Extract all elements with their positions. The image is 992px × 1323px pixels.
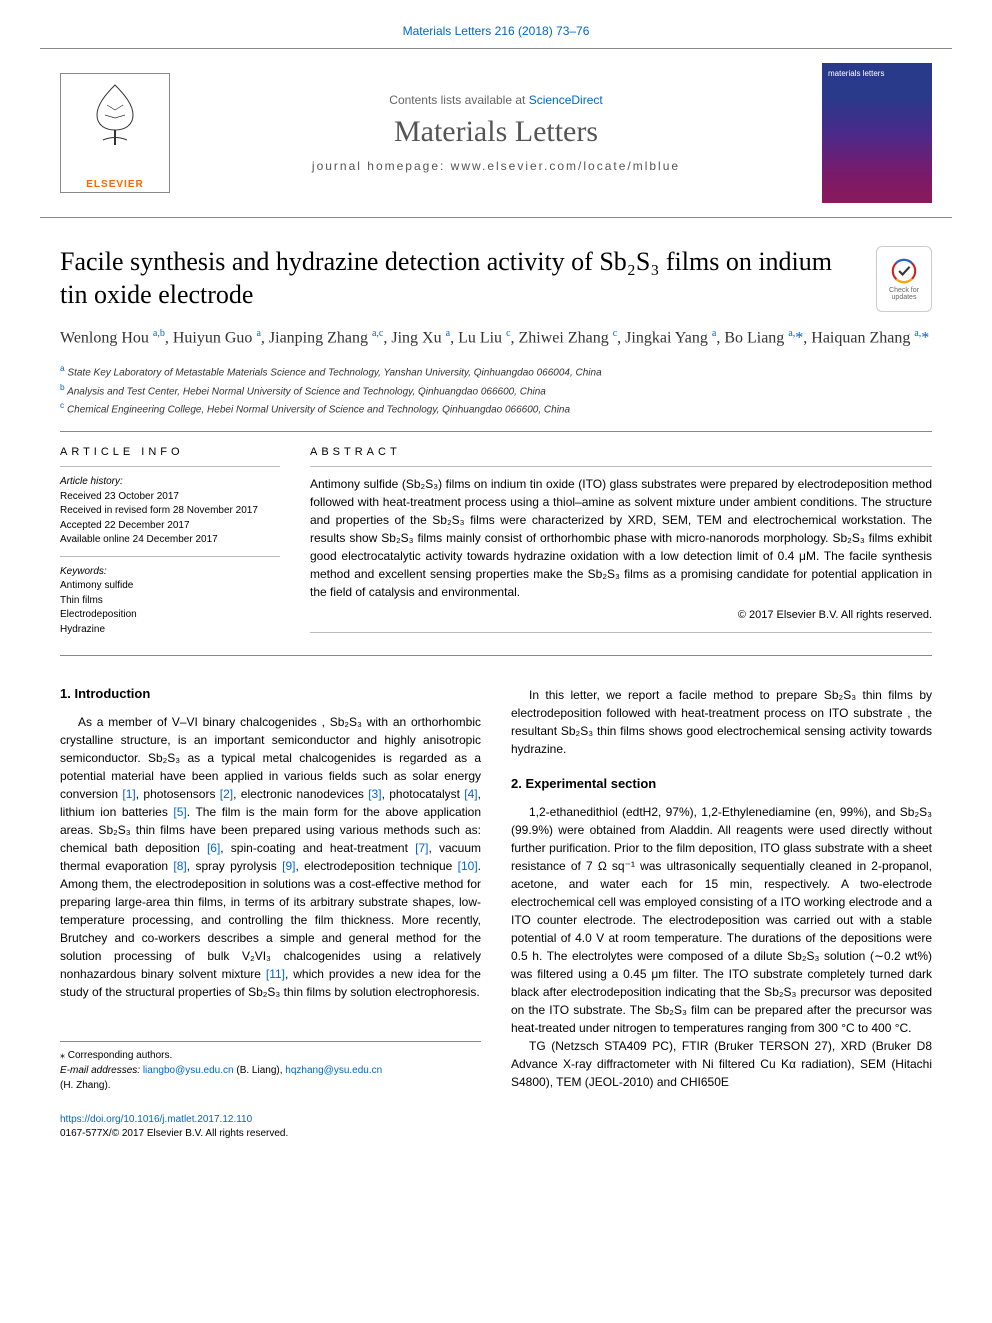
publisher-name: ELSEVIER — [86, 179, 143, 190]
top-citation: Materials Letters 216 (2018) 73–76 — [0, 0, 992, 48]
article-body: Facile synthesis and hydrazine detection… — [0, 218, 992, 1161]
section-2-p1: 1,2-ethanedithiol (edtH2, 97%), 1,2-Ethy… — [511, 803, 932, 1037]
top-citation-link[interactable]: Materials Letters 216 (2018) 73–76 — [403, 24, 590, 38]
journal-name: Materials Letters — [170, 115, 822, 149]
abstract-copyright: © 2017 Elsevier B.V. All rights reserved… — [310, 607, 932, 624]
email-1-name: (B. Liang), — [234, 1065, 286, 1076]
abstract-heading: ABSTRACT — [310, 446, 932, 458]
history-text: Received 23 October 2017 Received in rev… — [60, 490, 280, 548]
abstract-text: Antimony sulfide (Sb₂S₃) films on indium… — [310, 475, 932, 601]
email-2[interactable]: hqzhang@ysu.edu.cn — [285, 1065, 382, 1076]
sciencedirect-line: Contents lists available at ScienceDirec… — [170, 93, 822, 107]
section-1-heading: 1. Introduction — [60, 686, 481, 701]
authors: Wenlong Hou a,b, Huiyun Guo a, Jianping … — [60, 326, 932, 350]
left-column: 1. Introduction As a member of V–VI bina… — [60, 686, 481, 1141]
publisher-logo-box: ELSEVIER — [60, 73, 170, 193]
affiliations: a State Key Laboratory of Metastable Mat… — [60, 362, 932, 417]
rule — [60, 655, 932, 656]
article-info: ARTICLE INFO Article history: Received 2… — [60, 446, 280, 641]
title-row: Facile synthesis and hydrazine detection… — [60, 246, 932, 312]
info-abstract-row: ARTICLE INFO Article history: Received 2… — [60, 446, 932, 641]
right-column: In this letter, we report a facile metho… — [511, 686, 932, 1141]
body-columns: 1. Introduction As a member of V–VI bina… — [60, 686, 932, 1141]
keywords-heading: Keywords: — [60, 565, 280, 580]
affiliation-a: a State Key Laboratory of Metastable Mat… — [60, 362, 932, 380]
check-updates-text: Check for updates — [877, 287, 931, 301]
emails: E-mail addresses: liangbo@ysu.edu.cn (B.… — [60, 1063, 481, 1093]
journal-banner: ELSEVIER Contents lists available at Sci… — [40, 48, 952, 218]
history-heading: Article history: — [60, 475, 280, 490]
cover-title: materials letters — [826, 67, 928, 80]
abstract: ABSTRACT Antimony sulfide (Sb₂S₃) films … — [310, 446, 932, 641]
journal-cover: materials letters — [822, 63, 932, 203]
journal-homepage: journal homepage: www.elsevier.com/locat… — [170, 159, 822, 173]
doi-block: https://doi.org/10.1016/j.matlet.2017.12… — [60, 1113, 481, 1141]
cover-thumbnail: materials letters — [822, 63, 932, 203]
crossmark-icon — [890, 257, 918, 285]
section-1-p1: As a member of V–VI binary chalcogenides… — [60, 713, 481, 1001]
section-2-p2: TG (Netzsch STA409 PC), FTIR (Bruker TER… — [511, 1037, 932, 1091]
check-updates-badge[interactable]: Check for updates — [876, 246, 932, 312]
corr-label: ⁎ Corresponding authors. — [60, 1048, 481, 1063]
rule-thin — [60, 556, 280, 557]
sd-prefix: Contents lists available at — [389, 93, 528, 107]
rule — [60, 431, 932, 432]
article-info-heading: ARTICLE INFO — [60, 446, 280, 458]
rule-thin — [310, 632, 932, 633]
issn-line: 0167-577X/© 2017 Elsevier B.V. All right… — [60, 1128, 288, 1139]
section-2-heading: 2. Experimental section — [511, 776, 932, 791]
elsevier-tree-icon — [85, 80, 145, 150]
sciencedirect-link[interactable]: ScienceDirect — [529, 93, 603, 107]
keywords-list: Antimony sulfide Thin films Electrodepos… — [60, 579, 280, 637]
emails-prefix: E-mail addresses: — [60, 1065, 143, 1076]
doi-link[interactable]: https://doi.org/10.1016/j.matlet.2017.12… — [60, 1114, 252, 1125]
affiliation-c: c Chemical Engineering College, Hebei No… — [60, 399, 932, 417]
rule-thin — [60, 466, 280, 467]
email-1[interactable]: liangbo@ysu.edu.cn — [143, 1065, 234, 1076]
corresponding-footer: ⁎ Corresponding authors. E-mail addresse… — [60, 1041, 481, 1093]
email-2-name: (H. Zhang). — [60, 1080, 111, 1091]
rule-thin — [310, 466, 932, 467]
col2-p1: In this letter, we report a facile metho… — [511, 686, 932, 758]
article-title: Facile synthesis and hydrazine detection… — [60, 246, 864, 311]
banner-center: Contents lists available at ScienceDirec… — [170, 93, 822, 173]
affiliation-b: b Analysis and Test Center, Hebei Normal… — [60, 381, 932, 399]
